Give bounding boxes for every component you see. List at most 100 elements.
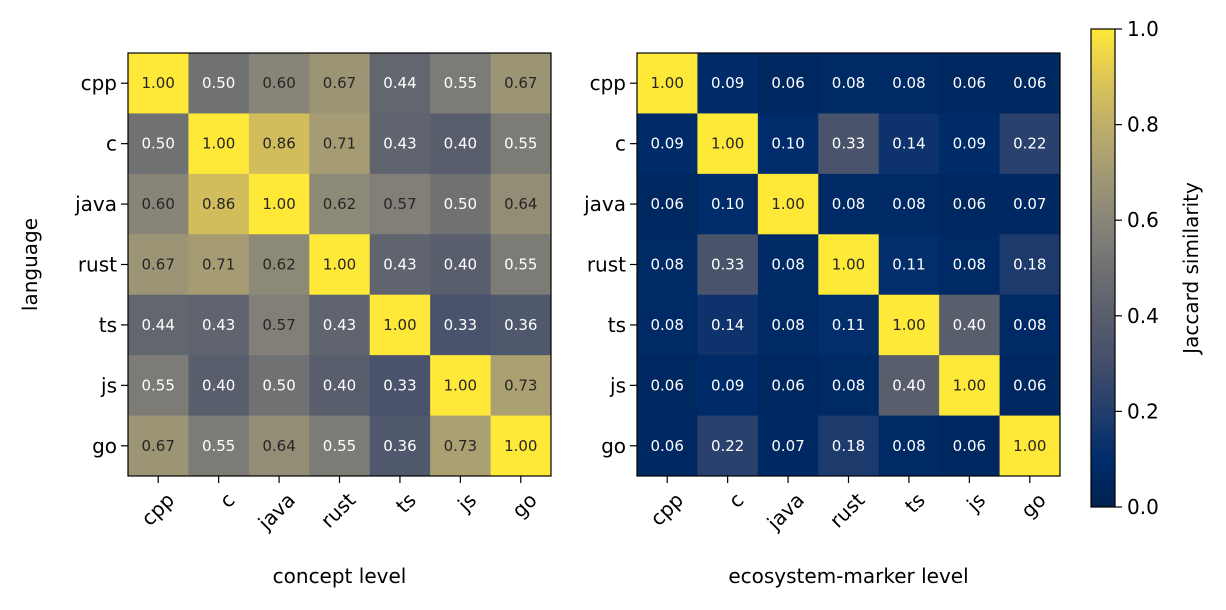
ecosystem-xtick-label: c (724, 488, 749, 513)
concept-cell-ts-java (248, 294, 310, 356)
concept-cell-label: 0.50 (142, 135, 175, 153)
concept-cell-go-ts (369, 415, 431, 477)
concept-cell-label: 0.33 (444, 316, 477, 334)
concept-cell-label: 1.00 (323, 256, 356, 274)
colorbar-gradient (1090, 28, 1116, 508)
concept-cell-ts-js (430, 294, 492, 356)
ecosystem-cell-c-rust (818, 113, 880, 175)
concept-cell-go-java (248, 415, 310, 477)
concept-cell-label: 0.71 (202, 256, 235, 274)
ecosystem-cell-label: 1.00 (651, 74, 684, 92)
concept-cell-label: 0.64 (504, 195, 537, 213)
ecosystem-cell-ts-cpp (637, 294, 698, 356)
ecosystem-cell-cpp-js (939, 53, 1001, 114)
concept-cell-label: 0.73 (444, 437, 477, 455)
ecosystem-cell-label: 1.00 (892, 316, 925, 334)
ecosystem-cell-label: 0.09 (953, 135, 986, 153)
concept-cell-label: 0.57 (262, 316, 295, 334)
concept-cell-cpp-go (490, 53, 552, 114)
concept-ytick-label: java (74, 192, 117, 216)
concept-cell-js-cpp (128, 355, 189, 417)
concept-cell-label: 1.00 (262, 195, 295, 213)
ecosystem-cell-label: 0.10 (771, 135, 804, 153)
ecosystem-cell-c-js (939, 113, 1001, 175)
ecosystem-cell-label: 1.00 (1013, 437, 1046, 455)
ecosystem-cell-label: 0.08 (651, 256, 684, 274)
concept-cell-label: 0.67 (323, 74, 356, 92)
concept-cell-label: 1.00 (383, 316, 416, 334)
ecosystem-cell-label: 0.22 (711, 437, 744, 455)
concept-cell-label: 0.60 (142, 195, 175, 213)
ecosystem-cell-label: 0.06 (1013, 376, 1046, 394)
concept-cell-label: 1.00 (142, 74, 175, 92)
concept-cell-go-js (430, 415, 492, 477)
concept-cell-rust-js (430, 234, 492, 296)
concept-cell-label: 0.44 (142, 316, 175, 334)
concept-cell-rust-c (188, 234, 250, 296)
ecosystem-cell-label: 0.06 (953, 195, 986, 213)
ecosystem-cell-ts-rust (818, 294, 880, 356)
ecosystem-cell-c-java (757, 113, 819, 175)
concept-cell-ts-ts (369, 294, 431, 356)
concept-xtick-label: java (253, 488, 300, 535)
ecosystem-cell-java-js (939, 173, 1001, 235)
concept-cell-rust-rust (309, 234, 371, 296)
concept-cell-c-ts (369, 113, 431, 175)
ecosystem-cell-label: 0.06 (953, 437, 986, 455)
colorbar-tick-label: 0.0 (1127, 495, 1159, 519)
ecosystem-cell-js-js (939, 355, 1001, 417)
concept-cell-label: 0.62 (323, 195, 356, 213)
ecosystem-ytick-label: cpp (590, 71, 626, 95)
concept-cell-cpp-c (188, 53, 250, 114)
ecosystem-cell-label: 1.00 (832, 256, 865, 274)
ecosystem-cell-js-java (757, 355, 819, 417)
concept-cell-ts-go (490, 294, 552, 356)
colorbar-tick-label: 0.2 (1127, 399, 1159, 423)
concept-cell-label: 0.36 (383, 437, 416, 455)
concept-cell-label: 0.67 (142, 437, 175, 455)
ecosystem-cell-label: 0.07 (1013, 195, 1046, 213)
ecosystem-cell-label: 0.22 (1013, 135, 1046, 153)
concept-ytick-label: cpp (81, 71, 117, 95)
concept-cell-label: 0.50 (202, 74, 235, 92)
ecosystem-cell-label: 0.08 (892, 195, 925, 213)
ecosystem-cell-c-c (697, 113, 759, 175)
ecosystem-cell-java-rust (818, 173, 880, 235)
ecosystem-cell-label: 0.33 (832, 135, 865, 153)
concept-cell-js-java (248, 355, 310, 417)
ecosystem-cell-c-ts (878, 113, 940, 175)
concept-cell-label: 0.62 (262, 256, 295, 274)
concept-cell-js-ts (369, 355, 431, 417)
concept-cell-label: 0.43 (202, 316, 235, 334)
ecosystem-xtick-label: ts (900, 488, 930, 518)
ecosystem-cell-cpp-go (999, 53, 1061, 114)
ecosystem-cell-java-go (999, 173, 1061, 235)
concept-cell-label: 0.33 (383, 376, 416, 394)
concept-cell-rust-java (248, 234, 310, 296)
concept-cell-java-cpp (128, 173, 189, 235)
ecosystem-cell-cpp-c (697, 53, 759, 114)
concept-cell-cpp-ts (369, 53, 431, 114)
concept-cell-c-rust (309, 113, 371, 175)
ecosystem-ytick-label: rust (587, 253, 626, 277)
concept-cell-label: 0.43 (323, 316, 356, 334)
concept-ytick-label: rust (78, 253, 117, 277)
ecosystem-cell-label: 0.08 (892, 437, 925, 455)
ecosystem-cell-label: 0.18 (832, 437, 865, 455)
concept-cell-label: 0.57 (383, 195, 416, 213)
concept-cell-java-c (188, 173, 250, 235)
colorbar: 0.0 0.2 0.4 0.6 0.8 1.0 Jaccard similarity (1090, 17, 1203, 519)
ecosystem-cell-label: 0.08 (771, 256, 804, 274)
concept-heatmap-panel: 1.00 0.50 0.60 0.67 0.44 0.55 0.67 0.50 1.00 0.86… (18, 52, 552, 588)
concept-cell-cpp-cpp (128, 53, 189, 114)
concept-cell-java-go (490, 173, 552, 235)
concept-cell-ts-c (188, 294, 250, 356)
ecosystem-cell-rust-rust (818, 234, 880, 296)
concept-xtick-label: c (215, 488, 240, 513)
ecosystem-ytick-label: js (609, 373, 626, 397)
concept-cell-label: 0.40 (444, 135, 477, 153)
concept-cell-label: 0.50 (262, 376, 295, 394)
concept-cell-c-c (188, 113, 250, 175)
ecosystem-ytick-label: java (583, 192, 626, 216)
ecosystem-cell-label: 0.06 (771, 376, 804, 394)
